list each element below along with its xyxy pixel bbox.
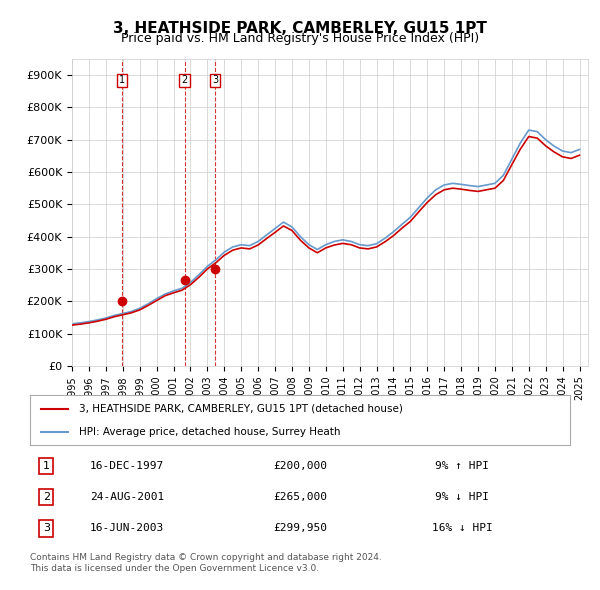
Text: 24-AUG-2001: 24-AUG-2001 bbox=[90, 492, 164, 502]
Text: 16-JUN-2003: 16-JUN-2003 bbox=[90, 523, 164, 533]
Text: £265,000: £265,000 bbox=[273, 492, 327, 502]
Text: Price paid vs. HM Land Registry's House Price Index (HPI): Price paid vs. HM Land Registry's House … bbox=[121, 32, 479, 45]
Text: 1: 1 bbox=[119, 76, 125, 86]
Text: £200,000: £200,000 bbox=[273, 461, 327, 471]
Text: 3, HEATHSIDE PARK, CAMBERLEY, GU15 1PT (detached house): 3, HEATHSIDE PARK, CAMBERLEY, GU15 1PT (… bbox=[79, 404, 403, 414]
Text: 16% ↓ HPI: 16% ↓ HPI bbox=[431, 523, 493, 533]
Text: 3: 3 bbox=[43, 523, 50, 533]
Text: 9% ↑ HPI: 9% ↑ HPI bbox=[435, 461, 489, 471]
Text: 3, HEATHSIDE PARK, CAMBERLEY, GU15 1PT: 3, HEATHSIDE PARK, CAMBERLEY, GU15 1PT bbox=[113, 21, 487, 35]
Text: HPI: Average price, detached house, Surrey Heath: HPI: Average price, detached house, Surr… bbox=[79, 427, 340, 437]
Text: 2: 2 bbox=[181, 76, 188, 86]
Text: Contains HM Land Registry data © Crown copyright and database right 2024.
This d: Contains HM Land Registry data © Crown c… bbox=[30, 553, 382, 573]
Text: 2: 2 bbox=[43, 492, 50, 502]
Text: £299,950: £299,950 bbox=[273, 523, 327, 533]
Text: 3: 3 bbox=[212, 76, 218, 86]
Text: 1: 1 bbox=[43, 461, 50, 471]
Text: 16-DEC-1997: 16-DEC-1997 bbox=[90, 461, 164, 471]
Text: 9% ↓ HPI: 9% ↓ HPI bbox=[435, 492, 489, 502]
